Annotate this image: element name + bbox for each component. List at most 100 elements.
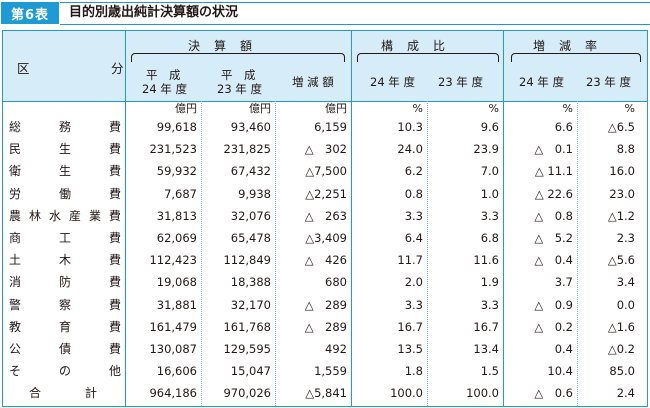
table-cell: 6.4 bbox=[404, 231, 423, 245]
table-cell: △ 0.9 bbox=[534, 297, 573, 312]
table-cell: △1.2 bbox=[607, 208, 635, 223]
table-cell: 231,523 bbox=[149, 142, 197, 157]
table-cell: 9.6 bbox=[480, 120, 499, 134]
row-label-char: 合 bbox=[29, 386, 42, 401]
table-row: 教 育 費 161,479 161,768 △ 289 16.7 16.7 △ 0.2 △1.6 bbox=[3, 317, 647, 338]
header-zogen: 増 減 率 bbox=[533, 39, 599, 53]
header-divider bbox=[503, 31, 504, 101]
row-label: 農林水産業費 bbox=[9, 206, 121, 227]
row-label-char: 費 bbox=[108, 164, 121, 179]
col-zogen-gaku: 増 減 額 bbox=[292, 75, 334, 89]
row-label-char: 教 bbox=[9, 319, 22, 334]
table-cell: 65,478 bbox=[230, 231, 271, 245]
table-cell: 32,076 bbox=[230, 208, 271, 223]
table-row: 警 察 費 31,881 32,170 △ 289 3.3 3.3 △ 0.9 0.0 bbox=[3, 295, 647, 316]
row-label-char: 商 bbox=[9, 231, 22, 245]
table-cell: △6.5 bbox=[607, 120, 635, 134]
table-cell: 680 bbox=[325, 275, 347, 290]
table-cell: 3.3 bbox=[480, 297, 499, 312]
table-cell: 16.7 bbox=[473, 319, 499, 334]
col-23-label-b: 23 年 度 bbox=[217, 82, 262, 96]
title-rule-top bbox=[60, 2, 650, 3]
row-label-char: 産 bbox=[68, 208, 81, 223]
body-divider bbox=[351, 101, 352, 406]
row-label-char: 民 bbox=[9, 142, 22, 157]
table-row: 土 木 費 112,423 112,849 △ 426 11.7 11.6 △ 0.4 △5.6 bbox=[3, 250, 647, 271]
row-label-char: 費 bbox=[108, 208, 121, 223]
table-cell: 13.5 bbox=[397, 342, 423, 356]
row-label-char: 防 bbox=[58, 275, 71, 290]
col-23-label-a: 平 成 bbox=[221, 68, 256, 82]
table-cell: 2.3 bbox=[616, 231, 635, 245]
table-row: 総 務 費 99,618 93,460 6,159 10.3 9.6 6.6 △6.5 bbox=[3, 117, 647, 138]
table-cell: △ 0.8 bbox=[534, 208, 573, 223]
table-cell: 3.3 bbox=[480, 208, 499, 223]
table-cell: 161,768 bbox=[223, 319, 271, 334]
table-row: そ の 他 16,606 15,047 1,559 1.8 1.5 10.4 85.0 bbox=[3, 361, 647, 382]
table-cell: 1.5 bbox=[480, 364, 499, 379]
table-row: 消 防 費 19,068 18,388 680 2.0 1.9 3.7 3.4 bbox=[3, 272, 647, 293]
table-cell: 0.0 bbox=[616, 297, 635, 312]
row-label-char: 費 bbox=[108, 275, 121, 290]
table-cell: 100.0 bbox=[466, 386, 499, 401]
table-header: 区 分 決 算 額 構 成 比 増 減 率 平 成 24 年 度 平 成 23 … bbox=[3, 31, 647, 102]
table-cell: 32,170 bbox=[230, 297, 271, 312]
table-cell: △ 263 bbox=[304, 208, 347, 223]
table-cell: 31,813 bbox=[156, 208, 197, 223]
table-cell: 85.0 bbox=[609, 364, 635, 379]
unit: 億円 bbox=[325, 102, 347, 115]
row-label-char: 費 bbox=[108, 319, 121, 334]
row-label: 教育費 bbox=[9, 317, 121, 338]
row-label-char: 察 bbox=[58, 297, 71, 312]
table-cell: 129,595 bbox=[223, 342, 271, 356]
table-cell: 492 bbox=[325, 342, 347, 356]
table-cell: 112,849 bbox=[223, 253, 271, 268]
table-cell: △ 0.1 bbox=[534, 142, 573, 157]
col-kosei-23: 23 年 度 bbox=[438, 75, 483, 89]
row-label: その他 bbox=[9, 361, 121, 382]
header-kessan: 決 算 額 bbox=[188, 39, 254, 53]
table-cell: 10.3 bbox=[397, 120, 423, 134]
body-divider bbox=[125, 101, 126, 406]
table-cell: 0.4 bbox=[554, 342, 573, 356]
table-cell: △ 11.1 bbox=[534, 164, 573, 179]
table-cell: △2,251 bbox=[305, 186, 347, 201]
row-label-char: 総 bbox=[9, 120, 22, 134]
table-cell: 130,087 bbox=[149, 342, 197, 356]
table-cell: 23.0 bbox=[609, 186, 635, 201]
row-label-char: そ bbox=[9, 364, 22, 379]
table-cell: △ 0.4 bbox=[534, 253, 573, 268]
row-label-char: 警 bbox=[9, 297, 22, 312]
table-cell: △7,500 bbox=[305, 164, 347, 179]
row-label-char: 工 bbox=[58, 231, 71, 245]
table-cell: 16.0 bbox=[609, 164, 635, 179]
row-label-char: 費 bbox=[108, 297, 121, 312]
table-row: 民 生 費 231,523 231,825 △ 302 24.0 23.9 △ 0.1 8.8 bbox=[3, 139, 647, 160]
row-label: 土木費 bbox=[9, 250, 121, 271]
row-label: 警察費 bbox=[9, 295, 121, 316]
body-divider bbox=[427, 101, 428, 406]
body-divider bbox=[275, 101, 276, 406]
data-table: 区 分 決 算 額 構 成 比 増 減 率 平 成 24 年 度 平 成 23 … bbox=[2, 30, 648, 407]
table-cell: 100.0 bbox=[390, 386, 423, 401]
row-label: 労働費 bbox=[9, 184, 121, 205]
table-cell: 161,479 bbox=[149, 319, 197, 334]
table-cell: △ 22.6 bbox=[534, 186, 573, 201]
table-cell: 1.0 bbox=[480, 186, 499, 201]
unit: 億円 bbox=[249, 102, 271, 115]
table-row: 公 債 費 130,087 129,595 492 13.5 13.4 0.4 △0.2 bbox=[3, 339, 647, 360]
table-cell: 18,388 bbox=[230, 275, 271, 290]
table-cell: 11.7 bbox=[397, 253, 423, 268]
table-cell: 9,938 bbox=[238, 186, 271, 201]
table-cell: 6.8 bbox=[480, 231, 499, 245]
col-zogen-23: 23 年 度 bbox=[586, 75, 631, 89]
row-label-char: 公 bbox=[9, 342, 22, 356]
unit: % bbox=[562, 102, 573, 115]
row-label-char: 費 bbox=[108, 142, 121, 157]
table-cell: 3.3 bbox=[404, 297, 423, 312]
row-label-char: 消 bbox=[9, 275, 22, 290]
table-row: 農林水産業費 31,813 32,076 △ 263 3.3 3.3 △ 0.8 △1.2 bbox=[3, 206, 647, 227]
row-label-char: 債 bbox=[58, 342, 71, 356]
body-divider bbox=[503, 101, 504, 406]
table-cell: 19,068 bbox=[156, 275, 197, 290]
